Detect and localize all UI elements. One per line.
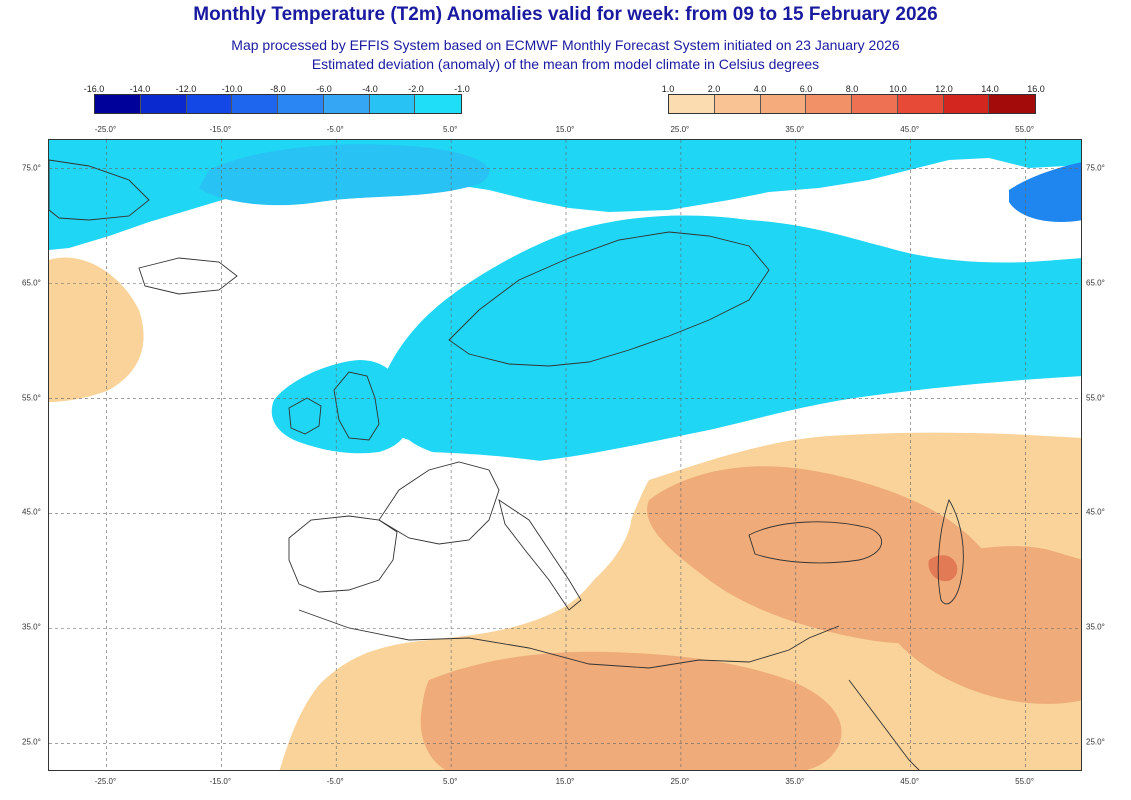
cold-colorbar-label: -6.0: [316, 84, 332, 94]
warm-colorbar-segment: [852, 95, 898, 113]
warm-colorbar-label: 2.0: [707, 84, 721, 94]
longitude-label: 15.0°: [555, 777, 575, 786]
longitude-label: 5.0°: [442, 777, 458, 786]
cold-colorbar-label: -2.0: [408, 84, 424, 94]
latitude-label: 45.0°: [1086, 507, 1105, 517]
latitude-label: 35.0°: [1086, 622, 1105, 632]
longitude-label: 5.0°: [442, 125, 458, 134]
warm-colorbar-labels: 1.0 2.0 4.0 6.0 8.0 10.0 12.0 14.0 16.0: [662, 84, 1045, 94]
cold-colorbar-label: -16.0: [83, 84, 105, 94]
cold-colorbar-label: -10.0: [221, 84, 243, 94]
coast-ireland: [288, 397, 322, 435]
warm-colorbar-label: 6.0: [799, 84, 813, 94]
anomaly-map-svg: [49, 140, 1081, 770]
warm-anomaly-atlantic-west: [49, 257, 144, 402]
cold-colorbar-label: -1.0: [454, 84, 470, 94]
warm-colorbar: [668, 94, 1036, 114]
coast-iceland: [138, 257, 238, 295]
neutral-west-europe: [272, 451, 632, 641]
cold-colorbar-segment: [95, 95, 141, 113]
map-subtitle-units: Estimated deviation (anomaly) of the mea…: [311, 56, 820, 72]
coast-iberia: [288, 515, 398, 593]
warm-colorbar-segment: [943, 95, 990, 113]
cold-colorbar: [94, 94, 462, 114]
longitude-label: 45.0°: [900, 125, 920, 134]
longitude-label: 15.0°: [555, 125, 575, 134]
longitude-label: -15.0°: [209, 125, 232, 134]
longitude-label: 35.0°: [785, 125, 805, 134]
coast-north-africa: [298, 609, 840, 669]
coast-france: [378, 461, 500, 545]
latitude-label: 75.0°: [1086, 163, 1105, 173]
cold-colorbar-segment: [232, 95, 278, 113]
cold-colorbar-segment: [323, 95, 370, 113]
warm-colorbar-segment: [760, 95, 807, 113]
cold-colorbar-labels: -16.0 -14.0 -12.0 -10.0 -8.0 -6.0 -4.0 -2.0 -1.0: [84, 84, 470, 94]
cold-colorbar-segment: [278, 95, 324, 113]
latitude-label: 45.0°: [22, 507, 41, 517]
anomaly-map: [48, 139, 1082, 771]
coast-red-sea: [848, 679, 920, 770]
cold-colorbar-label: -12.0: [175, 84, 197, 94]
longitude-label: -25.0°: [94, 777, 117, 786]
map-subtitle-processing: Map processed by EFFIS System based on E…: [231, 37, 900, 53]
latitude-label: 35.0°: [22, 622, 41, 632]
latitude-label: 65.0°: [1086, 278, 1105, 288]
longitude-label: -5.0°: [326, 125, 344, 134]
longitude-label: 35.0°: [785, 777, 805, 786]
coast-greenland: [49, 159, 150, 221]
warm-colorbar-segment: [714, 95, 761, 113]
longitude-label: 25.0°: [670, 777, 690, 786]
warm-colorbar-label: 4.0: [753, 84, 767, 94]
warm-colorbar-segment: [806, 95, 852, 113]
longitude-label: -25.0°: [94, 125, 117, 134]
longitude-label: 25.0°: [670, 125, 690, 134]
coast-scandinavia: [448, 231, 770, 367]
cold-colorbar-label: -14.0: [129, 84, 151, 94]
latitude-label: 55.0°: [1086, 393, 1105, 403]
longitude-label: 55.0°: [1015, 125, 1034, 134]
latitude-label: 75.0°: [22, 163, 41, 173]
coast-italy: [498, 498, 582, 611]
cold-colorbar-label: -8.0: [270, 84, 286, 94]
warm-anomaly-middle-east: [879, 546, 1081, 704]
cold-colorbar-segment: [186, 95, 233, 113]
cold-colorbar-segment: [415, 95, 461, 113]
warm-colorbar-segment: [989, 95, 1035, 113]
warm-anomaly-caspian: [928, 555, 958, 582]
latitude-label: 25.0°: [1086, 737, 1105, 747]
warm-colorbar-label: 16.0: [1027, 84, 1045, 94]
warm-colorbar-label: 12.0: [935, 84, 953, 94]
cold-anomaly-europe: [375, 215, 1081, 463]
cold-colorbar-segment: [140, 95, 187, 113]
warm-anomaly-north-africa: [420, 651, 842, 770]
cold-colorbar-segment: [369, 95, 416, 113]
cold-anomaly-core-north: [199, 144, 490, 206]
map-title: Monthly Temperature (T2m) Anomalies vali…: [193, 4, 938, 25]
warm-colorbar-segment: [897, 95, 944, 113]
coast-black-sea: [748, 521, 883, 564]
cold-colorbar-label: -4.0: [362, 84, 378, 94]
latitude-label: 55.0°: [22, 393, 41, 403]
coast-caspian: [937, 498, 964, 605]
warm-colorbar-label: 1.0: [661, 84, 675, 94]
graticule: [49, 140, 1081, 770]
warm-colorbar-label: 8.0: [845, 84, 859, 94]
coastlines: [49, 159, 964, 770]
latitude-label: 25.0°: [22, 737, 41, 747]
coast-british-isles: [333, 371, 380, 441]
longitude-label: -5.0°: [326, 777, 344, 786]
longitude-label: -15.0°: [209, 777, 232, 786]
cold-anomaly-core-northeast: [1009, 162, 1081, 222]
longitude-label: 45.0°: [900, 777, 920, 786]
warm-colorbar-label: 10.0: [889, 84, 907, 94]
latitude-label: 65.0°: [22, 278, 41, 288]
longitude-label: 55.0°: [1015, 777, 1034, 786]
warm-colorbar-label: 14.0: [981, 84, 999, 94]
warm-colorbar-segment: [669, 95, 715, 113]
